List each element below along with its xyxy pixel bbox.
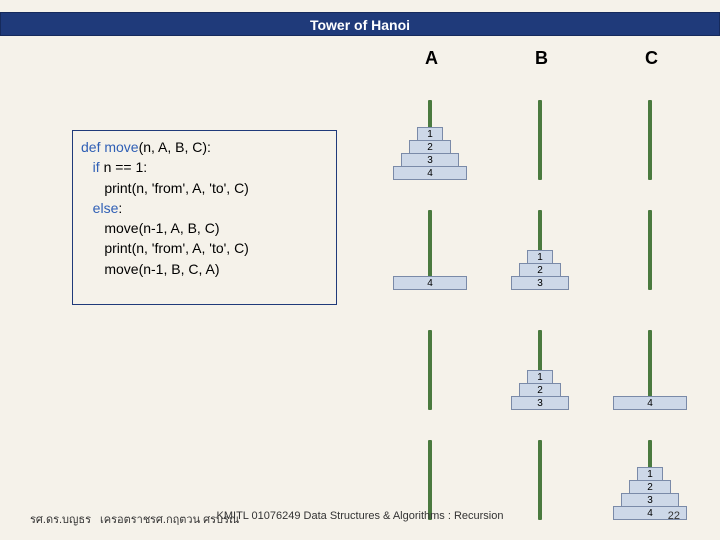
peg-pole — [538, 100, 542, 180]
disk-2: 2 — [519, 263, 561, 277]
hanoi-state-row: 4 123 — [380, 200, 700, 290]
disk-3: 3 — [621, 493, 679, 507]
footer-page-number: 22 — [668, 510, 680, 522]
peg-pole — [428, 440, 432, 520]
code-l4b: : — [118, 200, 122, 216]
peg-c: 4 — [600, 320, 700, 410]
hanoi-state-row: 1234 — [380, 90, 700, 180]
peg-pole — [428, 330, 432, 410]
peg-a: 4 — [380, 200, 480, 290]
code-l2b: n == 1: — [104, 159, 148, 175]
disk-2: 2 — [409, 140, 451, 154]
disk-3: 3 — [511, 276, 569, 290]
disk-4: 4 — [393, 276, 467, 290]
disk-stack: 123 — [490, 251, 590, 290]
code-l3: print(n, 'from', A, 'to', C) — [81, 180, 249, 196]
disk-2: 2 — [629, 480, 671, 494]
disk-stack: 4 — [380, 277, 480, 290]
peg-c: 1234 — [600, 430, 700, 520]
peg-a — [380, 430, 480, 520]
kw-if: if — [81, 159, 104, 175]
disk-1: 1 — [637, 467, 663, 481]
footer-course: KMITL 01076249 Data Structures & Algorit… — [0, 510, 720, 522]
peg-b — [490, 90, 590, 180]
code-l1c: (n, A, B, C): — [139, 139, 211, 155]
disk-1: 1 — [527, 370, 553, 384]
peg-pole — [648, 210, 652, 290]
disk-1: 1 — [527, 250, 553, 264]
peg-c — [600, 200, 700, 290]
page-title: Tower of Hanoi — [310, 17, 410, 33]
hanoi-state-row: 123 4 — [380, 320, 700, 410]
disk-3: 3 — [511, 396, 569, 410]
peg-b: 123 — [490, 200, 590, 290]
hanoi-states: 1234412312341234 — [380, 60, 700, 530]
code-l5: move(n-1, A, B, C) — [81, 220, 219, 236]
hanoi-state-row: 1234 — [380, 430, 700, 520]
peg-a: 1234 — [380, 90, 480, 180]
disk-4: 4 — [613, 396, 687, 410]
kw-else: else — [81, 200, 118, 216]
fn-move: move — [104, 139, 138, 155]
peg-b — [490, 430, 590, 520]
title-bar: Tower of Hanoi — [0, 12, 720, 36]
code-box: def move(n, A, B, C): if n == 1: print(n… — [72, 130, 337, 305]
peg-pole — [538, 440, 542, 520]
disk-stack: 4 — [600, 397, 700, 410]
code-l6: print(n, 'from', A, 'to', C) — [81, 240, 249, 256]
disk-stack: 123 — [490, 371, 590, 410]
kw-def: def — [81, 139, 104, 155]
disk-1: 1 — [417, 127, 443, 141]
disk-stack: 1234 — [380, 128, 480, 180]
peg-c — [600, 90, 700, 180]
disk-4: 4 — [393, 166, 467, 180]
peg-b: 123 — [490, 320, 590, 410]
peg-pole — [648, 100, 652, 180]
code-l7: move(n-1, B, C, A) — [81, 261, 219, 277]
disk-3: 3 — [401, 153, 459, 167]
peg-a — [380, 320, 480, 410]
disk-2: 2 — [519, 383, 561, 397]
footer: รศ.ดร.บญธร เครอตราช รศ.กฤตวน ศรบรณ KMITL… — [0, 510, 720, 530]
